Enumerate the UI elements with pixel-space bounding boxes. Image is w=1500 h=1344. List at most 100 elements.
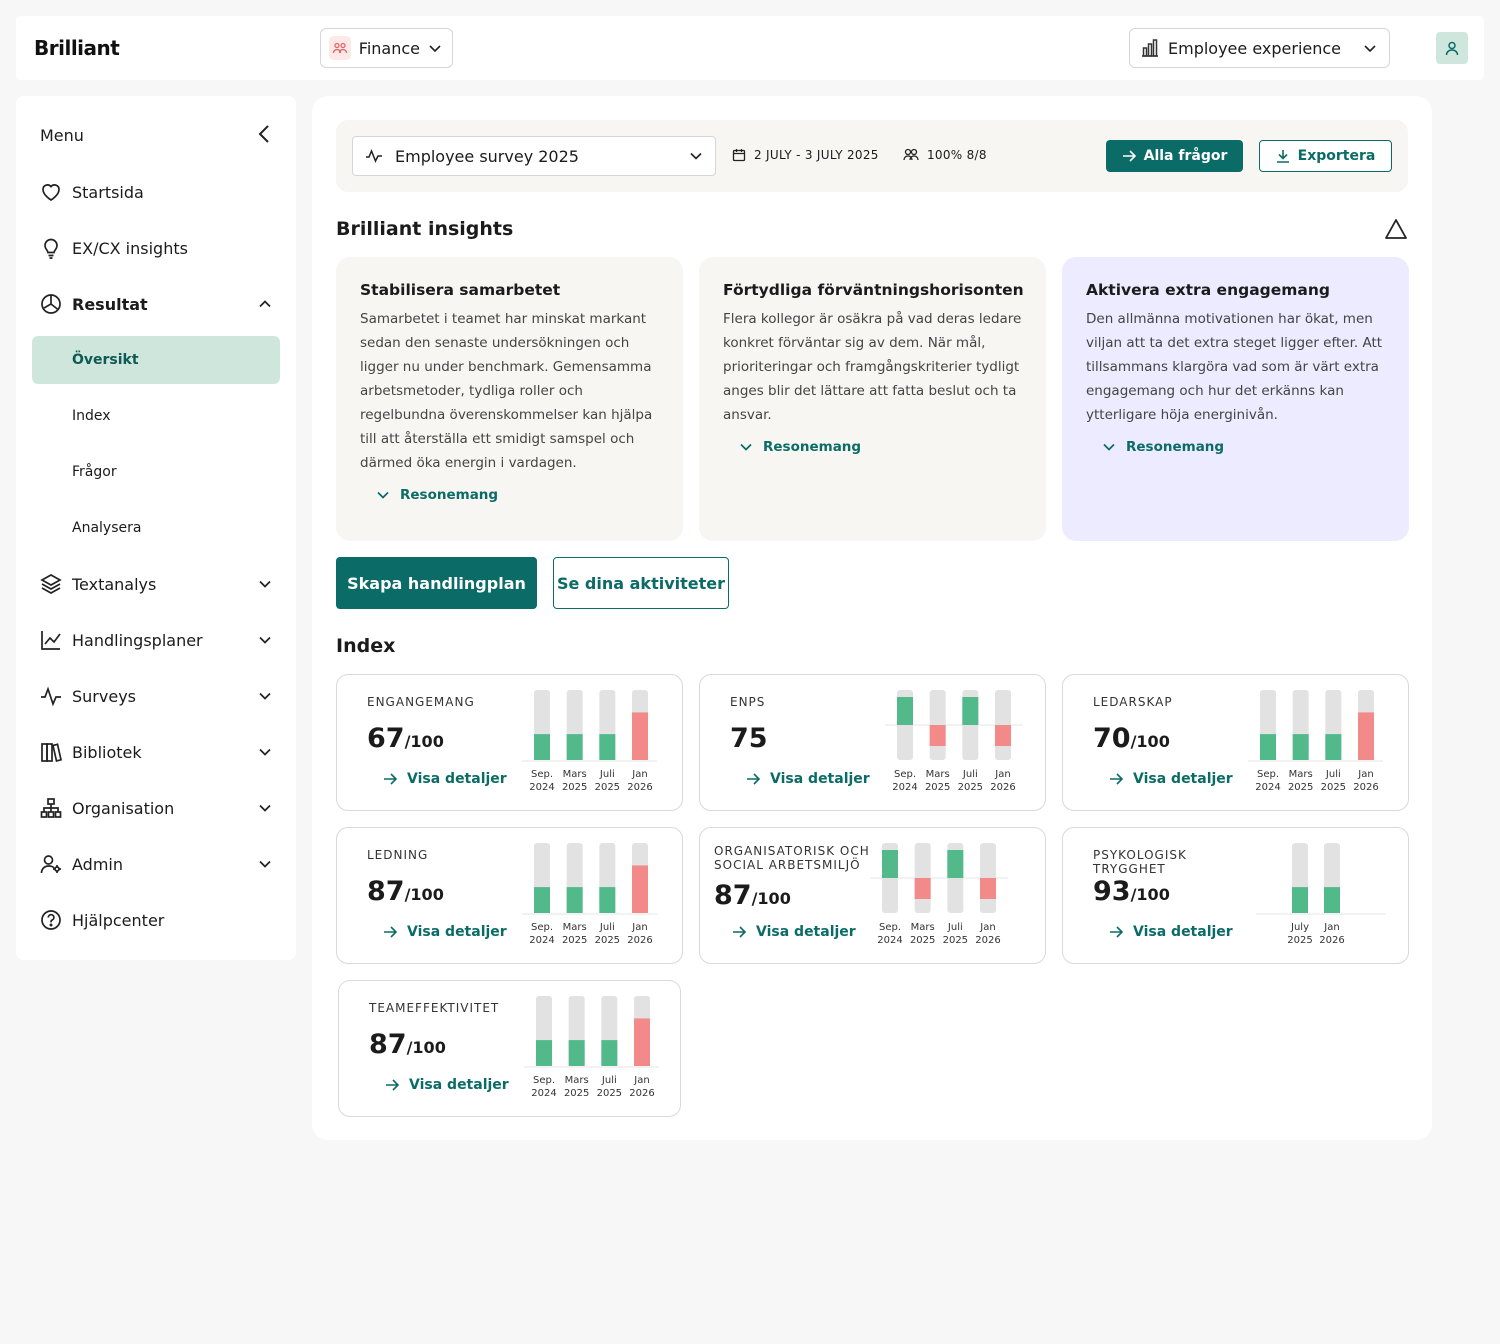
view-details-label: Visa detaljer	[409, 1077, 509, 1093]
index-score: 70/100	[1093, 723, 1170, 754]
survey-select[interactable]: Employee survey 2025	[352, 136, 716, 176]
index-score-denominator: /100	[1130, 885, 1170, 904]
chart-tick-label: 2025	[910, 935, 935, 946]
reasoning-toggle[interactable]: Resonemang	[739, 439, 1024, 455]
create-action-plan-button[interactable]: Skapa handlingplan	[336, 557, 537, 609]
chevron-down-icon	[1102, 440, 1116, 454]
insight-title: Aktivera extra engagemang	[1086, 281, 1331, 299]
reasoning-toggle[interactable]: Resonemang	[1102, 439, 1387, 455]
layers-icon	[40, 573, 62, 595]
chart-tick-label: 2025	[562, 782, 587, 793]
insight-card: Stabilisera samarbetet Samarbetet i team…	[336, 257, 683, 541]
user-gear-icon	[40, 853, 62, 875]
sidebar-item-bibliotek[interactable]: Bibliotek	[40, 738, 272, 766]
chart-bar	[1292, 887, 1308, 913]
chart-bar	[632, 712, 648, 760]
chart-tick-label: Juli	[962, 769, 978, 780]
sidebar-item-resultat[interactable]: Resultat	[40, 290, 272, 318]
chart-bar	[929, 725, 946, 746]
index-score: 87/100	[369, 1029, 446, 1060]
chart-tick-label: Juli	[601, 1075, 617, 1086]
chart-bar	[1260, 734, 1276, 760]
chart-tick-label: Mars	[926, 769, 950, 780]
chart-bar	[1358, 712, 1374, 760]
chart-tick-label: 2025	[1321, 782, 1346, 793]
heart-icon	[40, 181, 62, 203]
view-details-link[interactable]: Visa detaljer	[385, 1077, 509, 1093]
chart-tick-label: 2025	[943, 935, 968, 946]
chart-tick-label: Juli	[1325, 769, 1341, 780]
index-score: 87/100	[714, 880, 791, 911]
help-circle-icon	[40, 909, 62, 931]
sidebar-item-label: Admin	[72, 854, 123, 874]
chart-tick-label: 2025	[595, 782, 620, 793]
sidebar-item-handlingsplaner[interactable]: Handlingsplaner	[40, 626, 272, 654]
index-score-value: 87	[369, 1029, 407, 1060]
arrow-right-icon	[746, 772, 760, 786]
view-details-label: Visa detaljer	[407, 924, 507, 940]
chart-tick-label: Mars	[1289, 769, 1313, 780]
chart-tick-label: 2026	[629, 1088, 654, 1099]
sidebar-subitem-index[interactable]: Index	[72, 408, 111, 424]
sidebar-item-organisation[interactable]: Organisation	[40, 794, 272, 822]
index-label: ENPS	[730, 695, 766, 709]
index-card: ENGANGEMANG 67/100 Visa detaljer Sep. 2024 Ma…	[336, 674, 683, 811]
sidebar-subitem-analysera[interactable]: Analysera	[72, 520, 142, 536]
chart-tick-label: 2026	[627, 782, 652, 793]
sidebar-item-startsida[interactable]: Startsida	[40, 178, 272, 206]
experience-select[interactable]: Employee experience	[1129, 28, 1390, 68]
index-title: Index	[336, 635, 396, 657]
pie-chart-icon	[40, 293, 62, 315]
index-card: PSYKOLOGISK TRYGGHET 93/100 Visa detaljer J…	[1062, 827, 1409, 964]
chart-bar	[1292, 734, 1309, 760]
survey-dates-text: 2 JULY - 3 JULY 2025	[754, 148, 879, 162]
export-label: Exportera	[1297, 148, 1376, 164]
department-label: Finance	[358, 38, 420, 58]
chart-tick-label: 2025	[595, 935, 620, 946]
brand-logo[interactable]: Brilliant	[34, 36, 120, 60]
index-trend-chart: Sep. 2024 Mars 2025 Juli 2025 Jan 2026	[524, 996, 659, 1099]
index-score-value: 87	[367, 876, 405, 907]
index-score: 67/100	[367, 723, 444, 754]
department-select[interactable]: Finance	[320, 28, 453, 68]
sidebar-item-hjalpcenter[interactable]: Hjälpcenter	[40, 906, 272, 934]
sidebar-subitem-oversikt[interactable]: Översikt	[32, 336, 280, 384]
chart-tick-label: 2026	[990, 782, 1015, 793]
collapse-sidebar-button[interactable]	[252, 122, 276, 146]
user-avatar[interactable]	[1436, 32, 1468, 64]
view-details-link[interactable]: Visa detaljer	[383, 924, 507, 940]
view-details-link[interactable]: Visa detaljer	[732, 924, 856, 940]
sidebar: Menu Startsida EX/CX insights Resultat Ö…	[16, 96, 296, 960]
sidebar-item-surveys[interactable]: Surveys	[40, 682, 272, 710]
export-button[interactable]: Exportera	[1259, 140, 1392, 172]
sidebar-item-admin[interactable]: Admin	[40, 850, 272, 878]
chart-bar	[599, 734, 616, 760]
chart-bar	[601, 1040, 618, 1066]
view-details-link[interactable]: Visa detaljer	[383, 771, 507, 787]
chart-tick-label: Jan	[631, 922, 647, 933]
index-card: TEAMEFFEKTIVITET 87/100 Visa detaljer Sep. 2…	[338, 980, 681, 1117]
reasoning-label: Resonemang	[1126, 439, 1225, 455]
chart-bar	[566, 887, 583, 913]
see-activities-button[interactable]: Se dina aktiviteter	[553, 557, 729, 609]
collapse-insights-icon[interactable]	[1384, 218, 1408, 240]
index-score: 87/100	[367, 876, 444, 907]
all-questions-button[interactable]: Alla frågor	[1106, 140, 1243, 172]
chart-tick-label: Sep.	[531, 922, 553, 933]
chart-tick-label: 2024	[1255, 782, 1280, 793]
sidebar-subitem-fragor[interactable]: Frågor	[72, 464, 117, 480]
view-details-link[interactable]: Visa detaljer	[746, 771, 870, 787]
line-chart-icon	[40, 629, 62, 651]
sidebar-item-textanalys[interactable]: Textanalys	[40, 570, 272, 598]
view-details-label: Visa detaljer	[770, 771, 870, 787]
index-label: PSYKOLOGISK TRYGGHET	[1093, 848, 1187, 876]
sidebar-item-insights[interactable]: EX/CX insights	[40, 234, 272, 262]
view-details-link[interactable]: Visa detaljer	[1109, 771, 1233, 787]
view-details-link[interactable]: Visa detaljer	[1109, 924, 1233, 940]
chart-bar	[995, 725, 1011, 746]
index-score-denominator: /100	[404, 732, 444, 751]
index-score-value: 67	[367, 723, 405, 754]
reasoning-toggle[interactable]: Resonemang	[376, 487, 661, 503]
reasoning-label: Resonemang	[400, 487, 499, 503]
bar-chart-icon	[1140, 38, 1160, 58]
